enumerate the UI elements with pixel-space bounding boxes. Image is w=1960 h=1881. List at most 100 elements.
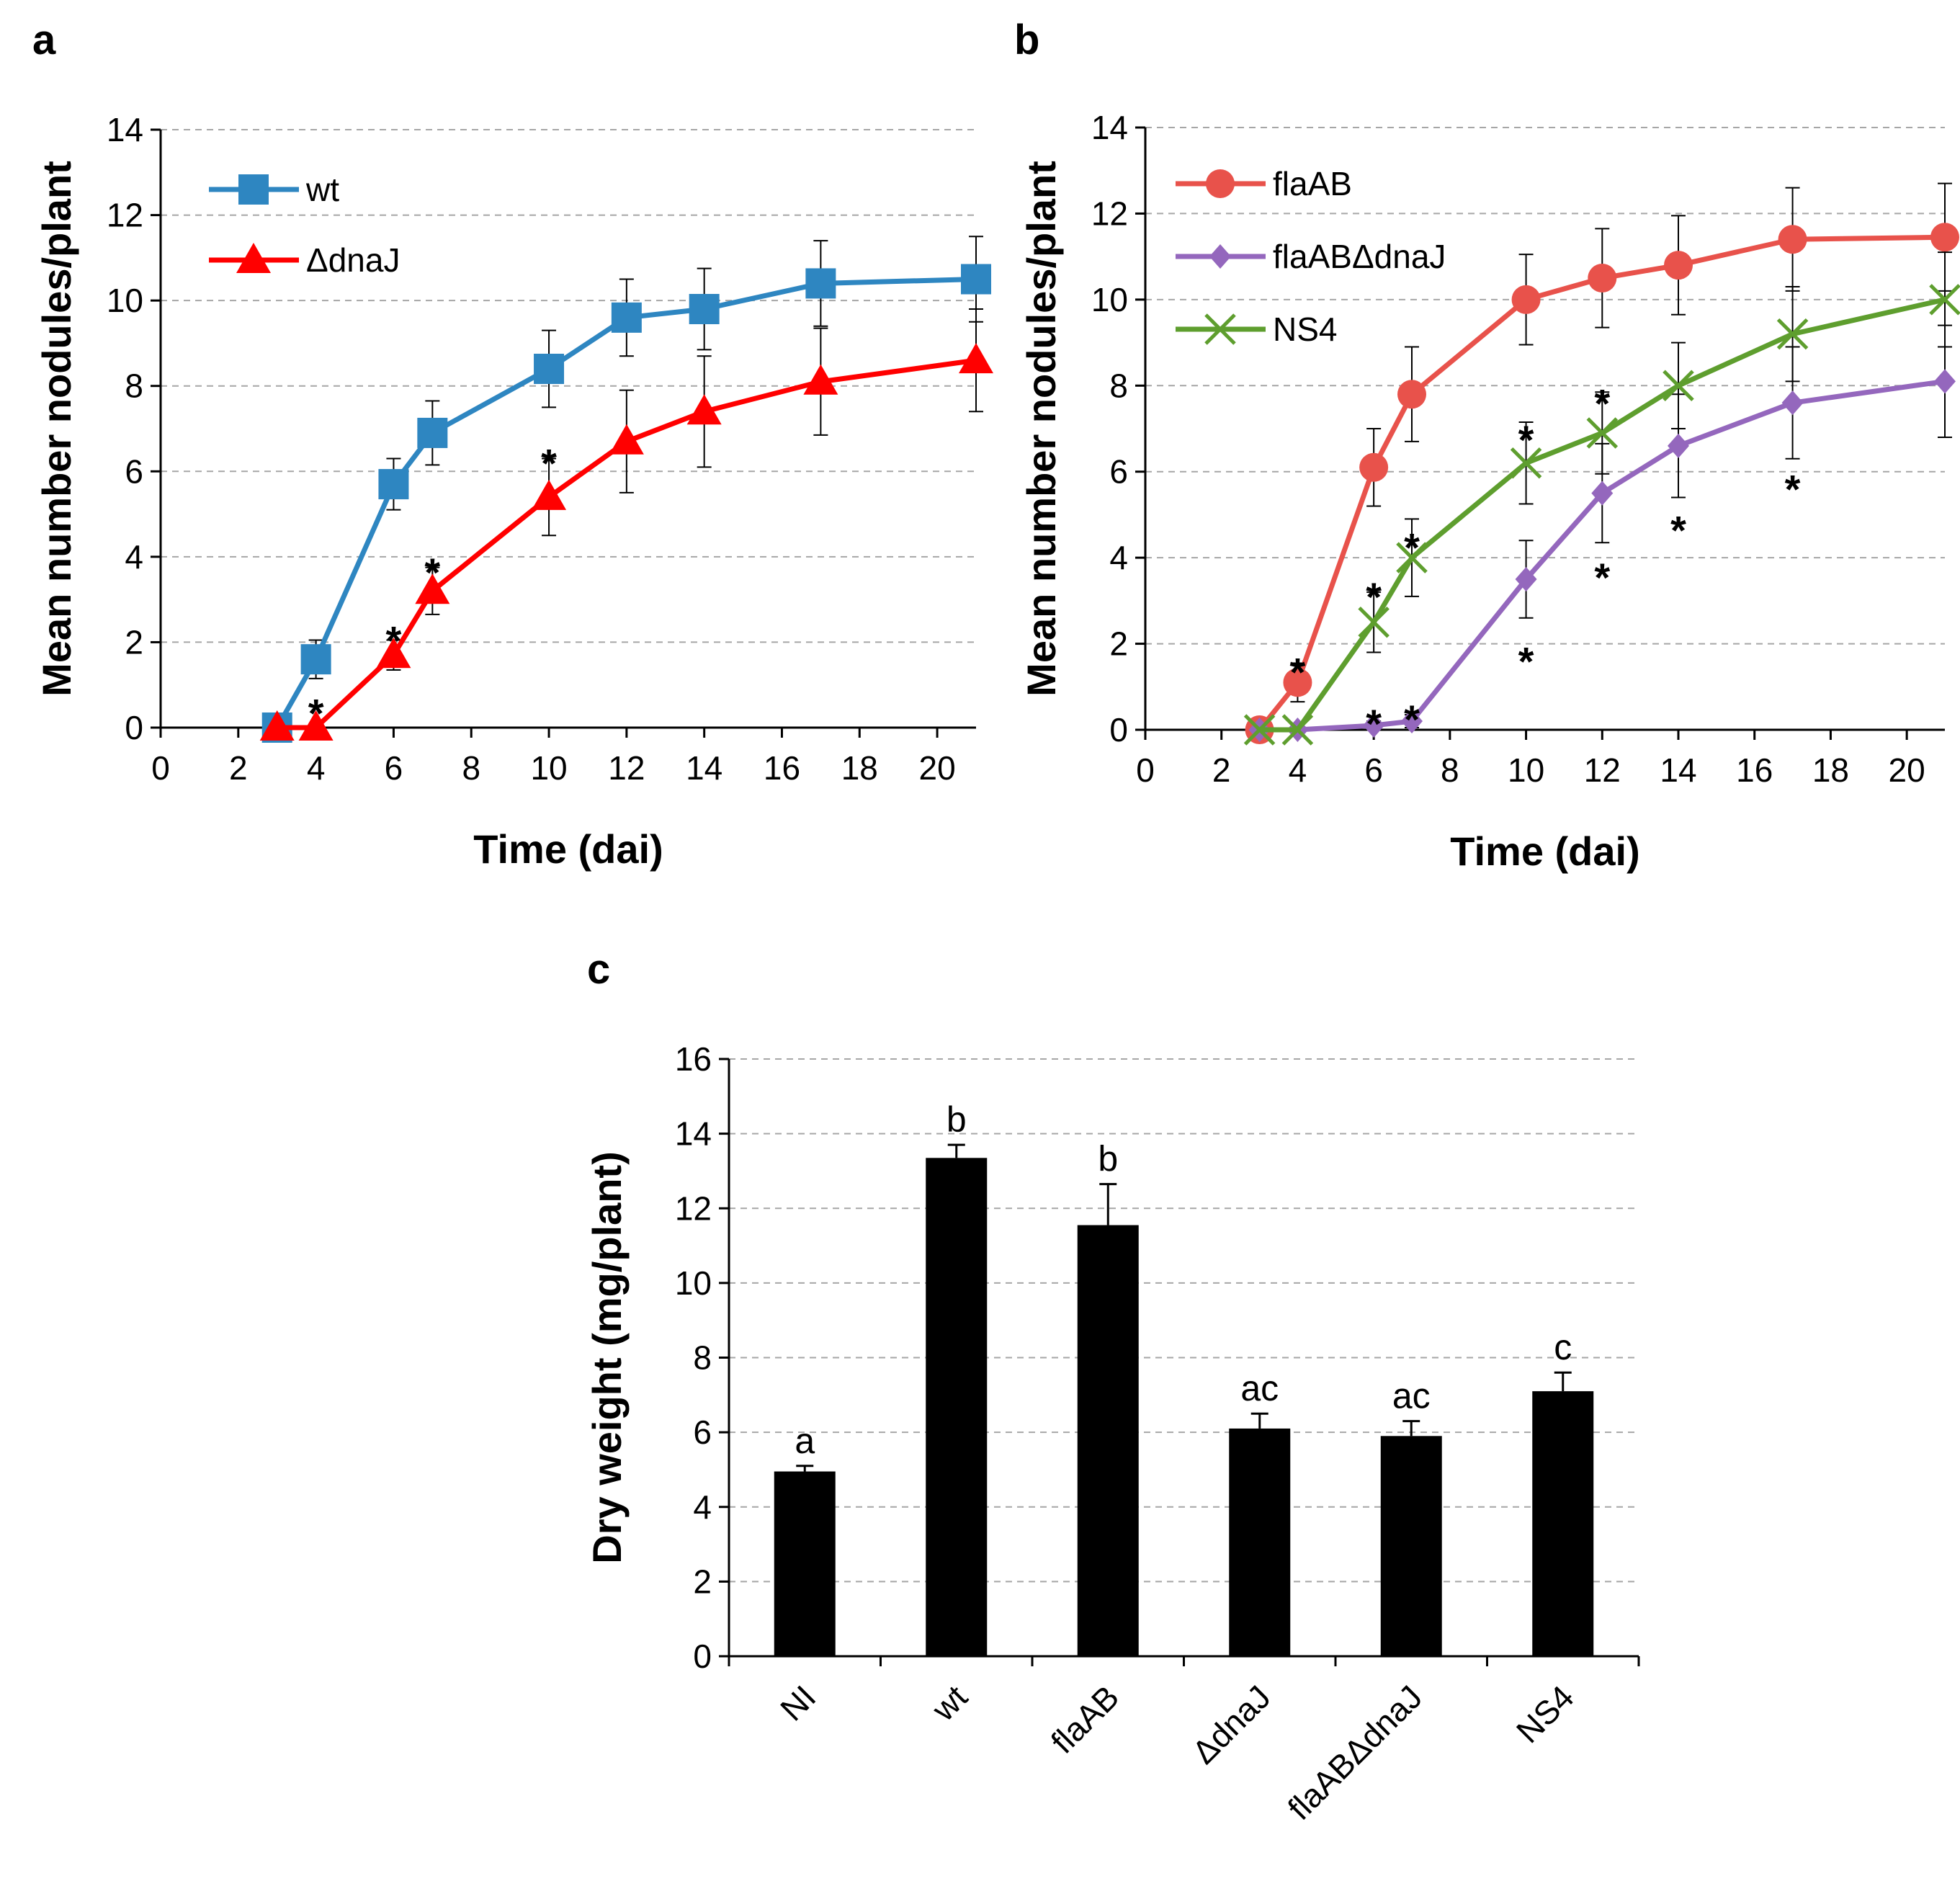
panel-b-x-axis-title: Time (dai)	[1450, 828, 1639, 874]
panel-a-series-1-point-6	[686, 394, 722, 425]
panel-b-y-tick-label-4: 4	[1109, 539, 1128, 576]
panel-b-series-2-point-4	[1510, 447, 1542, 479]
panel-c-bar-5-significance-letter: c	[1554, 1327, 1572, 1367]
panel-a-x-tick-label-10: 10	[530, 749, 567, 787]
panel-b-significance-star-1: *	[1366, 574, 1382, 620]
panel-b-y-axis-title: Mean number nodules/plant	[1019, 161, 1064, 697]
panel-b-x-tick-label-16: 16	[1736, 751, 1773, 789]
panel-a-significance-star-3: *	[541, 441, 557, 486]
panel-b-series-2-point-4-stroke-2	[1510, 447, 1542, 479]
panel-a-x-tick-label-16: 16	[764, 749, 800, 787]
panel-b-legend-marker-2	[1204, 313, 1236, 345]
panel-a-y-tick-label-14: 14	[107, 111, 143, 148]
panel-a-series-0-point-7	[805, 268, 836, 299]
panel-a-series-1-point-8	[959, 343, 993, 374]
panel-a-y-tick-label-10: 10	[107, 282, 143, 319]
panel-c-y-tick-label-4: 4	[693, 1488, 712, 1526]
panel-c-bar-3	[1229, 1428, 1291, 1656]
panel-a-y-tick-label-8: 8	[125, 367, 143, 405]
panel-b-series-2-point-3-stroke-2	[1396, 542, 1428, 573]
panel-c-bar-1-significance-letter: b	[947, 1099, 967, 1140]
panel-a-x-tick-label-20: 20	[919, 749, 956, 787]
panel-a-legend-label-1: ΔdnaJ	[306, 241, 400, 279]
panel-b-series-0-point-5	[1588, 264, 1617, 292]
panel-a-significance-star-0: *	[308, 690, 324, 736]
panel-c-bar-4	[1380, 1436, 1442, 1656]
panel-c-bar-group-0: aNI	[773, 1421, 836, 1728]
panel-a-series-1-point-1	[298, 710, 334, 741]
panel-b-y-tick-label-6: 6	[1109, 453, 1128, 491]
panel-a-series-0-point-1	[300, 644, 331, 675]
panel-b-series-2-point-7-stroke-2	[1776, 318, 1809, 350]
panel-a-y-axis-title: Mean number nodules/plant	[34, 161, 79, 697]
panel-c-bar-0-significance-letter: a	[795, 1421, 815, 1461]
panel-b-legend-marker-0	[1206, 169, 1235, 198]
panel-c-y-tick-label-0: 0	[693, 1638, 712, 1675]
panel-a-series-0-point-2	[378, 469, 409, 500]
panel-a-label: a	[32, 17, 56, 63]
panel-b-legend-marker-1	[1209, 244, 1231, 269]
panel-b-series-2-point-5	[1586, 417, 1619, 449]
panel-a-y-tick-label-12: 12	[107, 197, 143, 234]
panel-b-series-1-point-2	[1363, 713, 1385, 738]
panel-b-series-2	[1243, 251, 1960, 746]
panel-b-series-0-point-4	[1511, 285, 1541, 314]
panel-c-bar-0	[774, 1471, 836, 1656]
panel-a-series-1	[259, 308, 993, 741]
panel-b-x-tick-label-8: 8	[1441, 751, 1459, 789]
panel-a-legend-entry-0: wt	[209, 171, 339, 208]
panel-a-legend-entry-1: ΔdnaJ	[209, 241, 400, 279]
panel-b-x-tick-label-12: 12	[1584, 751, 1621, 789]
panel-a-series-0-point-8	[961, 264, 991, 295]
panel-c-label: c	[587, 946, 610, 993]
panel-a-series-1-point-2	[376, 638, 411, 669]
panel-b-x-tick-label-6: 6	[1364, 751, 1383, 789]
panel-c-y-tick-label-10: 10	[675, 1264, 712, 1302]
panel-b-x-tick-label-4: 4	[1289, 751, 1307, 789]
panel-b-series-1-point-7	[1781, 390, 1804, 416]
panel-c-y-tick-label-8: 8	[693, 1339, 712, 1377]
panel-b-y-tick-label-14: 14	[1091, 109, 1128, 146]
panel-b-significance-star-0: *	[1290, 649, 1306, 694]
panel-a-x-tick-label-14: 14	[686, 749, 722, 787]
panel-b-legend-entry-1: flaABΔdnaJ	[1176, 238, 1446, 275]
panel-b-series-2-point-1-stroke-2	[1281, 714, 1314, 746]
panel-b-x-tick-label-0: 0	[1136, 751, 1155, 789]
panel-b-y-tick-label-8: 8	[1109, 367, 1128, 404]
panel-b-series-2-point-1	[1281, 714, 1314, 746]
panel-c-bar-3-significance-letter: ac	[1240, 1368, 1279, 1408]
panel-c-bar-5	[1532, 1391, 1594, 1656]
panel-b-y-tick-label-12: 12	[1091, 195, 1128, 232]
panel-b-significance-star-7: *	[1518, 639, 1534, 684]
panel-b-legend-label-2: NS4	[1273, 310, 1337, 348]
panel-b-nodule-time-course: b 0 2 4 6 8 10 12 14 0 2 4 6 8 10 12 14 16 18 20 Time (dai)…	[1014, 17, 1960, 874]
panel-b-series-0-point-6	[1664, 251, 1693, 280]
panel-b-series-0-point-7	[1778, 225, 1807, 254]
panel-b-series-2-point-0-stroke-2	[1243, 714, 1276, 746]
panel-c-bar-2	[1077, 1225, 1139, 1656]
panel-a-x-axis-title: Time (dai)	[473, 826, 663, 872]
panel-b-x-tick-label-20: 20	[1889, 751, 1925, 789]
panel-c-y-axis-title: Dry weight (mg/plant)	[584, 1151, 630, 1563]
panel-b-significance-star-3: *	[1518, 417, 1534, 463]
panel-a-x-tick-label-2: 2	[229, 749, 248, 787]
panel-b-series-1-point-5	[1591, 481, 1614, 506]
panel-b-series-1-point-3	[1401, 709, 1423, 734]
panel-b-series-2-point-8	[1929, 284, 1960, 316]
panel-b-label: b	[1014, 17, 1039, 63]
panel-b-series-0-point-3	[1397, 380, 1426, 409]
panel-b-significance-star-5: *	[1366, 701, 1382, 746]
panel-a-significance-star-2: *	[424, 550, 440, 595]
panel-b-legend-entry-2: NS4	[1176, 310, 1337, 348]
panel-b-y-tick-label-0: 0	[1109, 711, 1128, 749]
panel-a-significance-star-1: *	[386, 618, 402, 664]
panel-b-significance-star-4: *	[1594, 380, 1610, 426]
panel-b-x-tick-label-14: 14	[1660, 751, 1696, 789]
panel-c-y-tick-label-14: 14	[675, 1115, 712, 1153]
panel-b-legend-label-1: flaABΔdnaJ	[1273, 238, 1446, 275]
panel-a-series-1-point-5	[609, 424, 644, 455]
panel-a-x-tick-label-6: 6	[385, 749, 403, 787]
panel-a-legend-label-0: wt	[305, 171, 339, 208]
